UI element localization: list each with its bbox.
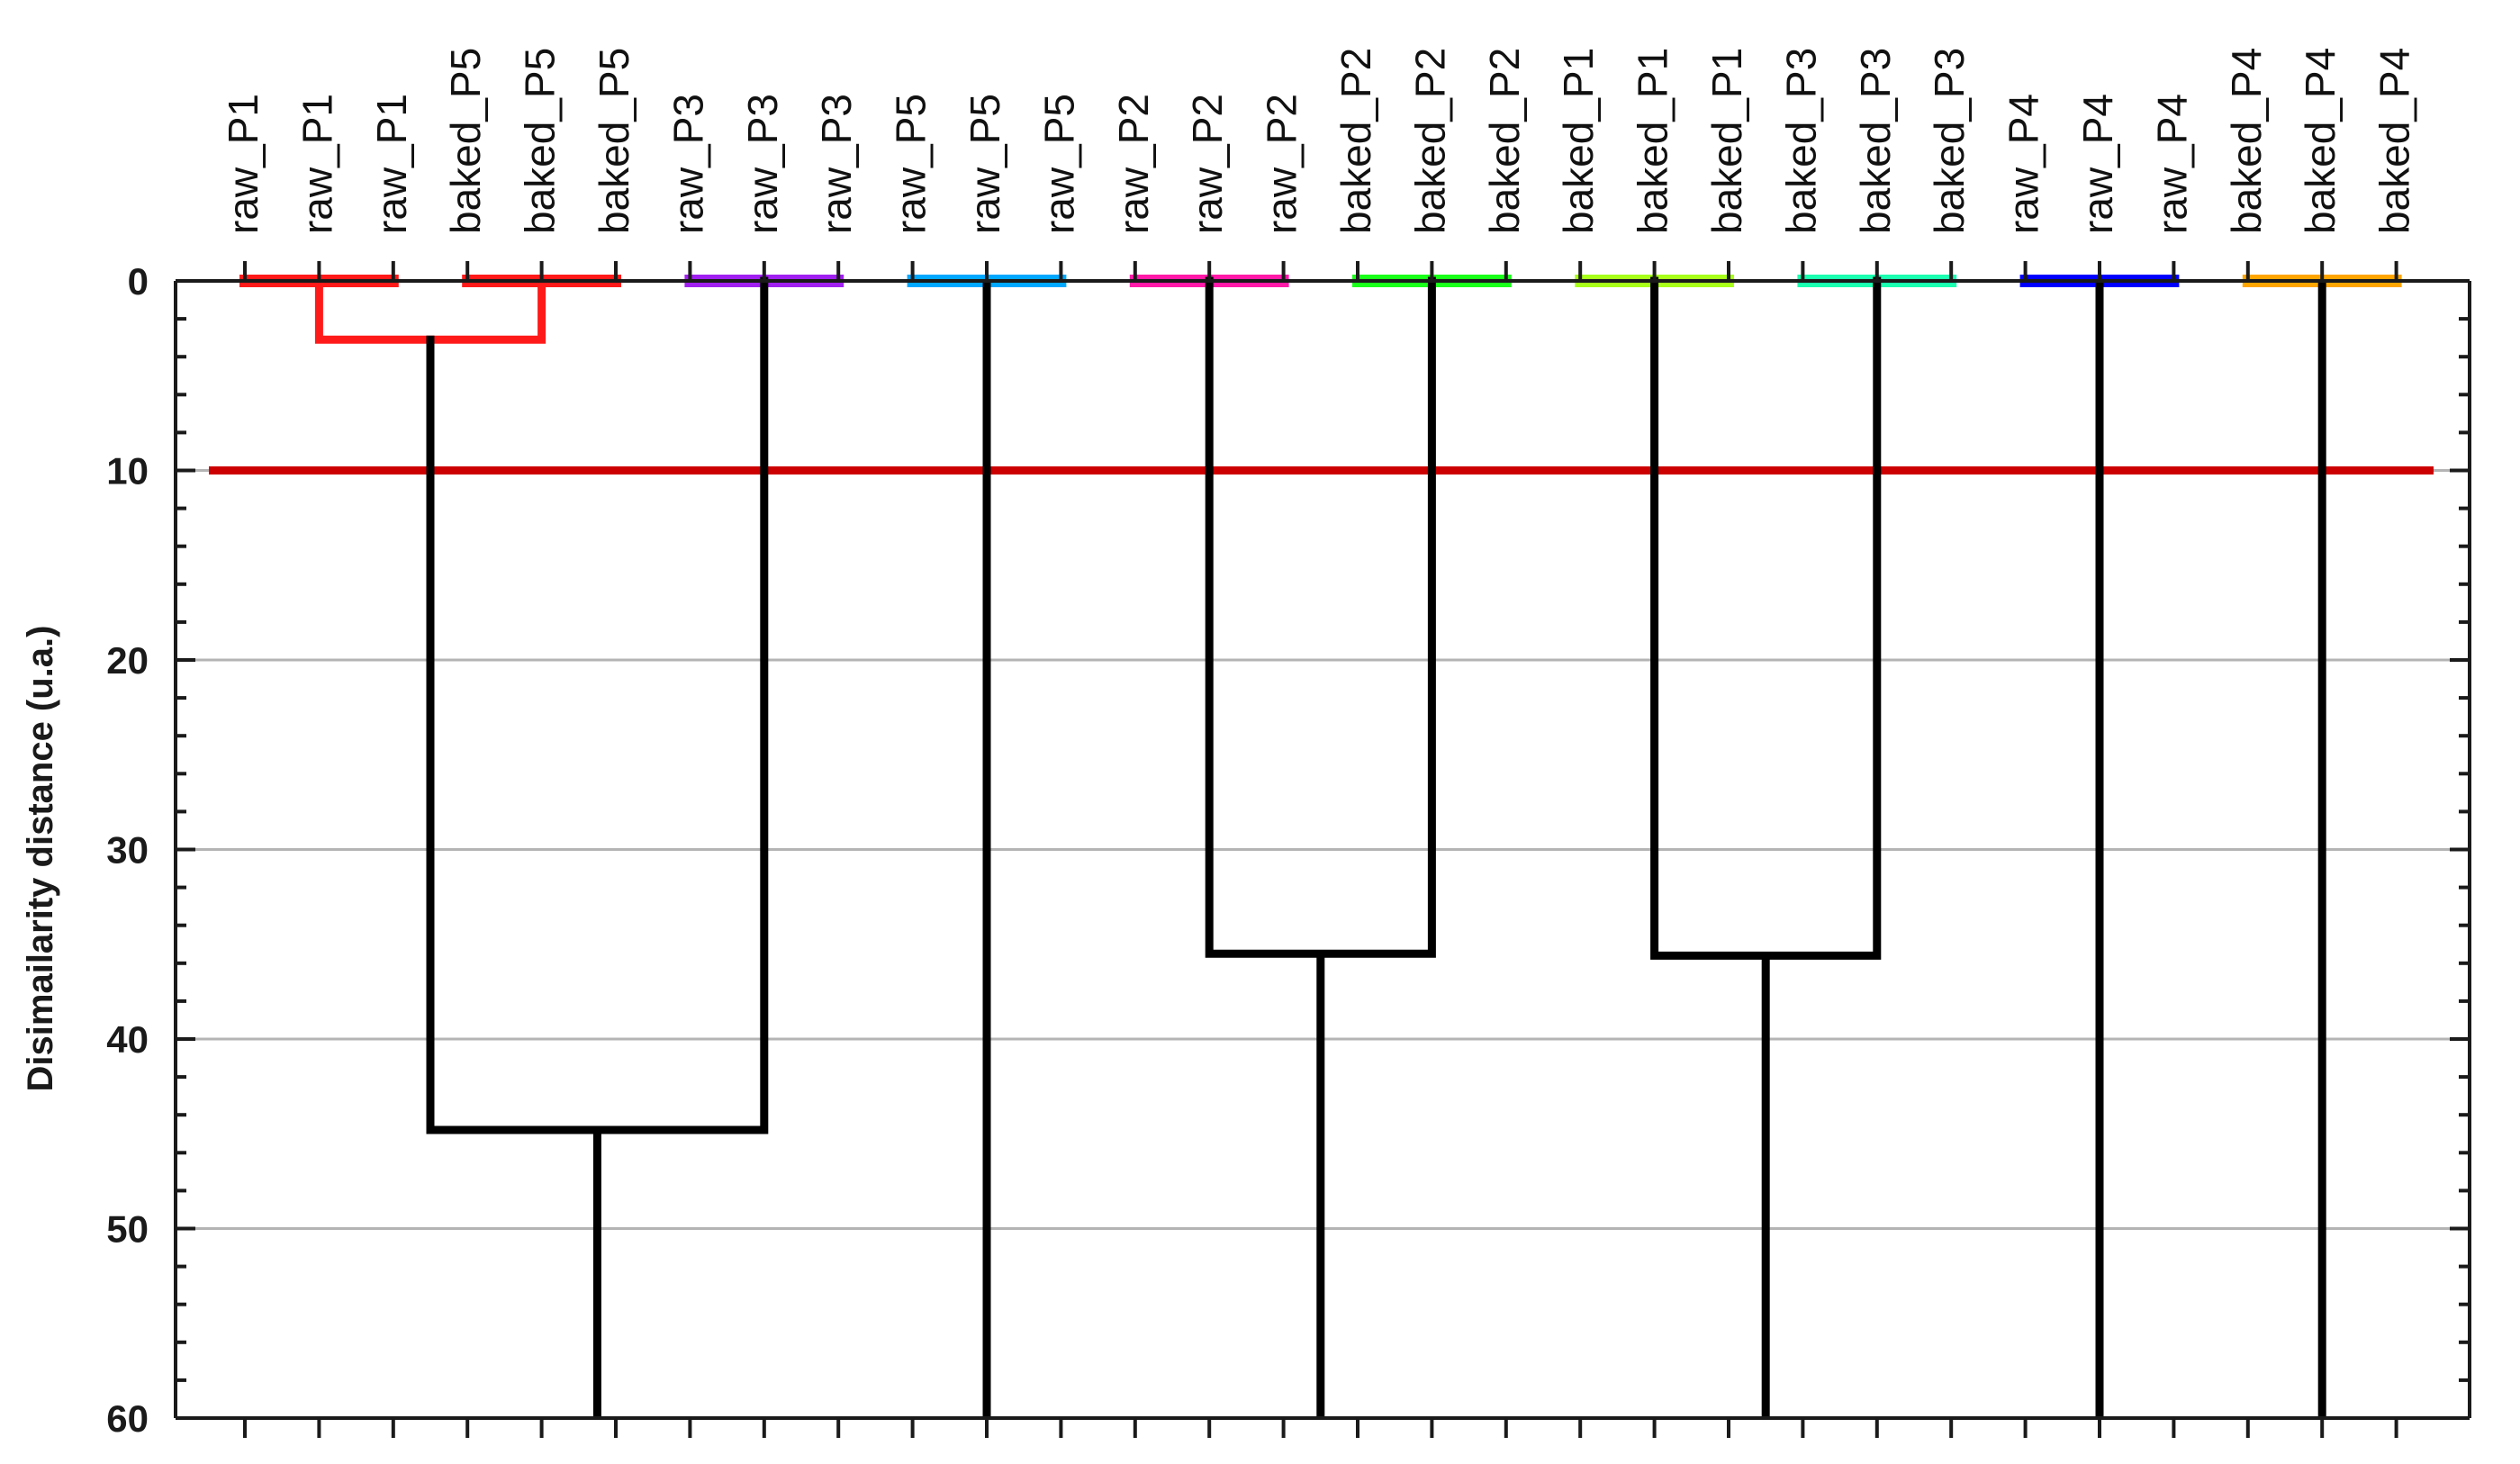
leaf-label-raw-p4: raw_P4	[2148, 94, 2195, 234]
leaf-label-raw-p5: raw_P5	[888, 94, 935, 234]
leaf-label-baked-p5: baked_P5	[591, 48, 637, 234]
y-tick-label: 0	[128, 260, 149, 303]
leaf-label-raw-p2: raw_P2	[1184, 94, 1231, 234]
leaf-label-baked-p1: baked_P1	[1703, 48, 1750, 234]
y-tick-label: 20	[106, 639, 149, 682]
leaf-label-raw-p2: raw_P2	[1259, 94, 1305, 234]
leaf-label-baked-p3: baked_P3	[1926, 48, 1973, 234]
leaf-label-baked-p4: baked_P4	[2223, 48, 2270, 234]
leaf-label-baked-p3: baked_P3	[1852, 48, 1899, 234]
y-tick-label: 40	[106, 1018, 149, 1061]
leaf-label-baked-p3: baked_P3	[1777, 48, 1824, 234]
y-tick-label: 50	[106, 1208, 149, 1251]
leaf-label-raw-p4: raw_P4	[2001, 94, 2047, 234]
leaf-label-raw-p5: raw_P5	[1035, 94, 1082, 234]
leaf-label-baked-p5: baked_P5	[442, 48, 489, 234]
leaf-label-baked-p5: baked_P5	[517, 48, 564, 234]
leaf-label-baked-p4: baked_P4	[2371, 48, 2418, 234]
leaf-label-baked-p1: baked_P1	[1630, 48, 1676, 234]
axis-ticks: 0 10 20 30 40 50 60	[106, 260, 2470, 1440]
merge-link	[1205, 276, 1436, 958]
leaf-label-baked-p1: baked_P1	[1555, 48, 1602, 234]
y-axis-label: Disimailarity distance (u.a.)	[21, 626, 60, 1092]
y-tick-label: 30	[106, 829, 149, 872]
y-tick-label: 60	[106, 1397, 149, 1440]
leaf-label-raw-p3: raw_P3	[813, 94, 860, 234]
merge-link	[426, 276, 769, 1134]
leaf-labels: raw_P1 raw_P1 raw_P1 baked_P5 baked_P5 baked_…	[220, 48, 2418, 234]
leaf-label-raw-p1: raw_P1	[294, 94, 340, 234]
leaf-label-raw-p4: raw_P4	[2074, 94, 2121, 234]
leaf-label-raw-p3: raw_P3	[739, 94, 786, 234]
leaf-label-raw-p5: raw_P5	[962, 94, 1008, 234]
leaf-label-raw-p2: raw_P2	[1110, 94, 1157, 234]
leaf-label-baked-p2: baked_P2	[1332, 48, 1379, 234]
merge-link	[314, 276, 546, 344]
leaf-label-raw-p1: raw_P1	[368, 94, 415, 234]
y-tick-label: 10	[106, 450, 149, 493]
merge-link	[1650, 276, 1882, 960]
leaf-label-baked-p2: baked_P2	[1481, 48, 1528, 234]
leaf-label-baked-p2: baked_P2	[1406, 48, 1453, 234]
leaf-label-baked-p4: baked_P4	[2297, 48, 2344, 234]
leaf-label-raw-p1: raw_P1	[220, 94, 266, 234]
leaf-label-raw-p3: raw_P3	[664, 94, 711, 234]
